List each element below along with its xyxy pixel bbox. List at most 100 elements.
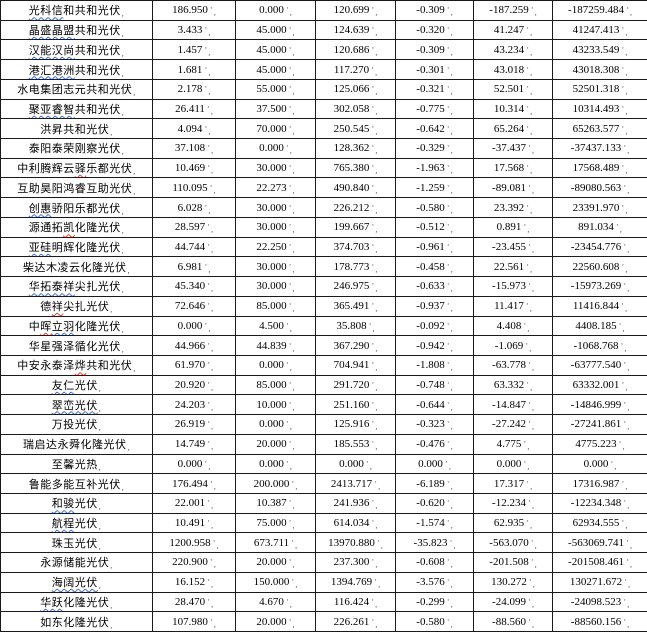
value-cell[interactable]: 45.000 ·, — [235, 39, 316, 61]
value-cell[interactable]: 130271.672 ·, — [552, 571, 647, 593]
value-cell[interactable]: 220.900 ·, — [152, 552, 236, 573]
value-cell[interactable]: 250.545 ·, — [315, 118, 396, 140]
value-cell[interactable]: -0.476 ·, — [395, 433, 474, 455]
value-cell[interactable]: 20.000 ·, — [235, 433, 316, 455]
value-cell[interactable]: -14846.999 ·, — [552, 394, 647, 416]
name-cell[interactable]: 鲁能多能互补光伏, — [0, 473, 153, 494]
value-cell[interactable]: 65.264 ·, — [473, 118, 553, 140]
value-cell[interactable]: 11.417 ·, — [473, 295, 553, 317]
value-cell[interactable]: 200.000 ·, — [235, 473, 316, 494]
value-cell[interactable]: 10.000 ·, — [235, 394, 316, 416]
value-cell[interactable]: 17.568 ·, — [473, 157, 553, 179]
value-cell[interactable]: -0.320 ·, — [395, 19, 474, 41]
name-cell[interactable]: 万投光伏, — [0, 414, 153, 435]
value-cell[interactable]: -0.748 ·, — [395, 374, 474, 396]
value-cell[interactable]: -0.301 ·, — [395, 59, 474, 80]
value-cell[interactable]: -1.574 ·, — [395, 512, 474, 534]
value-cell[interactable]: 26.919 ·, — [152, 414, 236, 435]
value-cell[interactable]: 44.839 ·, — [235, 335, 316, 356]
value-cell[interactable]: 63.332 ·, — [473, 374, 553, 396]
value-cell[interactable]: 0.000 ·, — [235, 414, 316, 435]
value-cell[interactable]: -0.633 ·, — [395, 276, 474, 297]
value-cell[interactable]: 176.494 ·, — [152, 473, 236, 494]
value-cell[interactable]: 11416.844 ·, — [552, 295, 647, 317]
value-cell[interactable]: -23.455 ·, — [473, 236, 553, 258]
value-cell[interactable]: -89.081 ·, — [473, 177, 553, 199]
value-cell[interactable]: -0.942 ·, — [395, 335, 474, 356]
value-cell[interactable]: -89080.563 ·, — [552, 177, 647, 199]
value-cell[interactable]: 125.916 ·, — [315, 414, 396, 435]
name-cell[interactable]: 光科信和共和光伏, — [0, 0, 153, 21]
value-cell[interactable]: -6.189 ·, — [395, 473, 474, 494]
value-cell[interactable]: 23.392 ·, — [473, 197, 553, 218]
name-cell[interactable]: 至馨光热, — [0, 453, 153, 475]
name-cell[interactable]: 源通拓凯化隆光伏, — [0, 216, 153, 238]
value-cell[interactable]: 4408.185 ·, — [552, 315, 647, 337]
value-cell[interactable]: -1.259 ·, — [395, 177, 474, 199]
value-cell[interactable]: 4.094 ·, — [152, 118, 236, 140]
value-cell[interactable]: 246.975 ·, — [315, 276, 396, 297]
value-cell[interactable]: 10.314 ·, — [473, 98, 553, 120]
value-cell[interactable]: 13970.880 ·, — [315, 532, 396, 554]
value-cell[interactable]: 226.261 ·, — [315, 611, 396, 632]
name-cell[interactable]: 柴达木凌云化隆光伏, — [0, 256, 153, 278]
value-cell[interactable]: -63777.540 ·, — [552, 354, 647, 376]
name-cell[interactable]: 海阔光伏, — [0, 571, 153, 593]
value-cell[interactable]: -63.778 ·, — [473, 354, 553, 376]
value-cell[interactable]: -27.242 ·, — [473, 414, 553, 435]
value-cell[interactable]: -0.458 ·, — [395, 256, 474, 278]
value-cell[interactable]: -27241.861 ·, — [552, 414, 647, 435]
value-cell[interactable]: 41247.413 ·, — [552, 19, 647, 41]
value-cell[interactable]: 185.553 ·, — [315, 433, 396, 455]
name-cell[interactable]: 泰阳泰荣刚察光伏, — [0, 138, 153, 159]
value-cell[interactable]: 614.034 ·, — [315, 512, 396, 534]
name-cell[interactable]: 华拓泰祥尖扎光伏, — [0, 276, 153, 297]
value-cell[interactable]: 26.411 ·, — [152, 98, 236, 120]
value-cell[interactable]: 44.744 ·, — [152, 236, 236, 258]
name-cell[interactable]: 中晖立羽化隆光伏, — [0, 315, 153, 337]
name-cell[interactable]: 港汇港洲共和光伏, — [0, 59, 153, 80]
value-cell[interactable]: 0.000 ·, — [473, 453, 553, 475]
value-cell[interactable]: 0.000 ·, — [235, 354, 316, 376]
value-cell[interactable]: 117.270 ·, — [315, 59, 396, 80]
name-cell[interactable]: 水电集团志元共和光伏, — [0, 78, 153, 100]
value-cell[interactable]: -24.099 ·, — [473, 591, 553, 613]
value-cell[interactable]: 1200.958 ·, — [152, 532, 236, 554]
value-cell[interactable]: -0.580 ·, — [395, 611, 474, 632]
name-cell[interactable]: 亚硅明辉化隆光伏, — [0, 236, 153, 258]
value-cell[interactable]: 490.840 ·, — [315, 177, 396, 199]
value-cell[interactable]: 10.491 ·, — [152, 512, 236, 534]
value-cell[interactable]: 0.000 ·, — [152, 453, 236, 475]
value-cell[interactable]: 10.387 ·, — [235, 492, 316, 514]
value-cell[interactable]: 199.667 ·, — [315, 216, 396, 238]
value-cell[interactable]: 10314.493 ·, — [552, 98, 647, 120]
value-cell[interactable]: 30.000 ·, — [235, 157, 316, 179]
value-cell[interactable]: -88560.156 ·, — [552, 611, 647, 632]
value-cell[interactable]: 10.469 ·, — [152, 157, 236, 179]
value-cell[interactable]: 20.000 ·, — [235, 552, 316, 573]
value-cell[interactable]: 0.000 ·, — [552, 453, 647, 475]
value-cell[interactable]: -88.560 ·, — [473, 611, 553, 632]
value-cell[interactable]: 44.966 ·, — [152, 335, 236, 356]
value-cell[interactable]: 130.272 ·, — [473, 571, 553, 593]
value-cell[interactable]: 22.273 ·, — [235, 177, 316, 199]
value-cell[interactable]: 85.000 ·, — [235, 374, 316, 396]
value-cell[interactable]: 52501.318 ·, — [552, 78, 647, 100]
value-cell[interactable]: 75.000 ·, — [235, 512, 316, 534]
value-cell[interactable]: 22.250 ·, — [235, 236, 316, 258]
value-cell[interactable]: 22560.608 ·, — [552, 256, 647, 278]
value-cell[interactable]: 0.000 ·, — [235, 453, 316, 475]
value-cell[interactable]: -23454.776 ·, — [552, 236, 647, 258]
value-cell[interactable]: 62.935 ·, — [473, 512, 553, 534]
value-cell[interactable]: 367.290 ·, — [315, 335, 396, 356]
value-cell[interactable]: 0.000 ·, — [152, 315, 236, 337]
value-cell[interactable]: 110.095 ·, — [152, 177, 236, 199]
name-cell[interactable]: 华跃化隆光伏, — [0, 591, 153, 613]
value-cell[interactable]: -0.299 ·, — [395, 591, 474, 613]
value-cell[interactable]: -37.437 ·, — [473, 138, 553, 159]
name-cell[interactable]: 互助昊阳鸿睿互助光伏, — [0, 177, 153, 199]
name-cell[interactable]: 中安永泰泽烨共和光伏, — [0, 354, 153, 376]
value-cell[interactable]: -0.580 ·, — [395, 197, 474, 218]
value-cell[interactable]: -201508.461 ·, — [552, 552, 647, 573]
value-cell[interactable]: 4.408 ·, — [473, 315, 553, 337]
